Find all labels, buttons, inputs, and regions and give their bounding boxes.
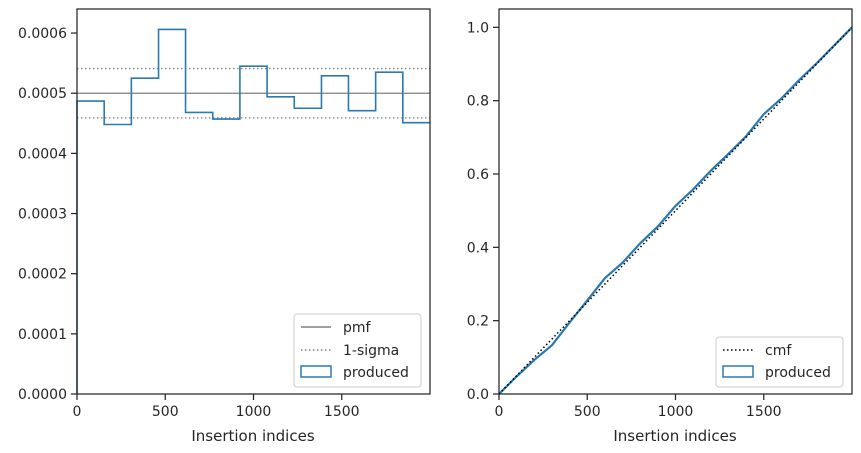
cmf-ticks: 0 500 1000 1500 0.0 0.2 0.4 0.6 0.8 1.0 [467,20,782,420]
cmf-plot-area [498,26,853,395]
histogram-legend: pmf 1-sigma produced [293,313,422,388]
x-tick-label: 0 [73,404,82,420]
cmf-line [498,26,853,395]
legend-produced-label: produced [343,365,409,381]
legend-pmf-label: pmf [343,320,372,336]
histogram-legend-box [293,313,422,388]
y-tick-label: 1.0 [467,20,489,36]
y-tick-label: 0.0005 [18,86,67,102]
y-tick-label: 0.0002 [18,267,67,283]
cmf-x-axis-label: Insertion indices [613,427,736,445]
y-tick-label: 0.8 [467,94,489,110]
histogram-plot-area [76,28,430,394]
cmf-panel: 0 500 1000 1500 0.0 0.2 0.4 0.6 0.8 1.0 Insertion… [467,8,853,445]
x-tick-label: 500 [152,404,179,420]
legend-produced-swatch [722,365,754,378]
y-tick-label: 0.0004 [18,146,67,162]
legend-produced-label: produced [765,365,831,381]
produced-cumulative-line [498,26,853,395]
y-tick-label: 0.6 [467,167,489,183]
x-tick-label: 1500 [746,404,782,420]
y-tick-label: 0.0001 [18,327,67,343]
x-tick-label: 500 [574,404,601,420]
histogram-x-axis-label: Insertion indices [191,427,314,445]
histogram-panel: 0 500 1000 1500 0.0000 0.0001 0.0002 0.0003 0.00… [18,8,431,445]
legend-produced-swatch [300,365,332,378]
y-tick-label: 0.0003 [18,207,67,223]
y-tick-label: 0.2 [467,314,489,330]
produced-histogram-steps [76,28,430,394]
y-tick-label: 0.4 [467,240,489,256]
y-tick-label: 0.0000 [18,387,67,403]
x-tick-label: 1500 [324,404,360,420]
y-tick-label: 0.0 [467,387,489,403]
cmf-frame [498,8,853,395]
cmf-legend: cmf produced [715,336,844,388]
legend-sigma-label: 1-sigma [343,343,399,359]
legend-cmf-label: cmf [765,343,792,359]
histogram-ticks: 0 500 1000 1500 0.0000 0.0001 0.0002 0.0003 0.00… [18,26,360,420]
y-tick-label: 0.0006 [18,26,67,42]
x-tick-label: 1000 [658,404,694,420]
x-tick-label: 0 [495,404,504,420]
x-tick-label: 1000 [236,404,272,420]
